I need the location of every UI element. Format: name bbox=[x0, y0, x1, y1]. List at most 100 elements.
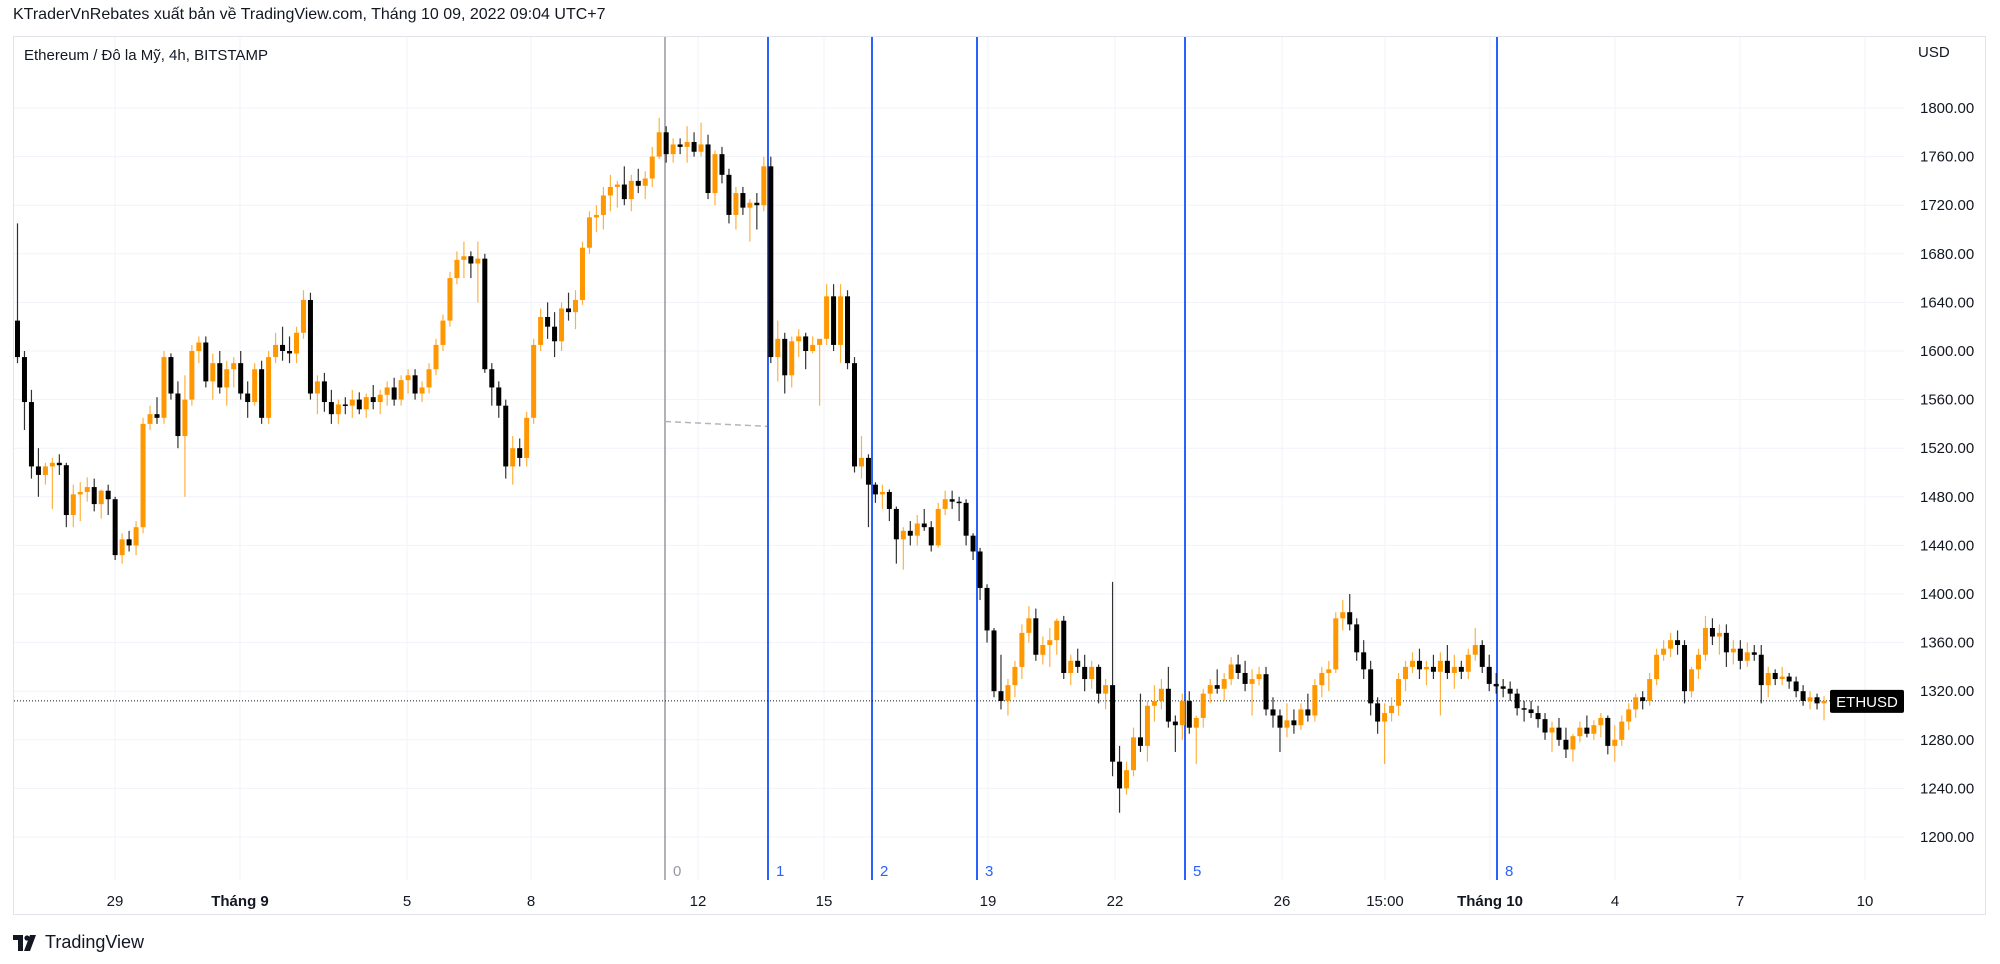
tradingview-logo-icon bbox=[13, 934, 36, 951]
candle-up bbox=[1221, 679, 1227, 689]
candle-down bbox=[726, 174, 732, 215]
candle-down bbox=[468, 256, 474, 264]
candle-up bbox=[1410, 660, 1415, 667]
candle-up bbox=[1689, 669, 1694, 692]
candle-up bbox=[656, 132, 662, 157]
candle-down bbox=[845, 296, 851, 364]
candle-up bbox=[1249, 679, 1255, 684]
candle-down bbox=[1235, 664, 1241, 673]
candle-up bbox=[935, 508, 941, 546]
time-tick-label: 29 bbox=[107, 893, 124, 910]
candle-down bbox=[552, 326, 558, 342]
candle-up bbox=[349, 399, 355, 406]
candle-down bbox=[872, 484, 878, 495]
candle-up bbox=[1040, 645, 1046, 655]
candle-down bbox=[1814, 697, 1820, 704]
candle-down bbox=[754, 202, 760, 206]
candle-down bbox=[1535, 713, 1541, 720]
candle-down bbox=[15, 320, 20, 358]
candle-up bbox=[824, 296, 830, 339]
candle-up bbox=[1047, 640, 1053, 646]
candle-up bbox=[252, 369, 258, 403]
price-tick-label: 1400.00 bbox=[1920, 586, 1974, 603]
candle-down bbox=[1375, 703, 1381, 722]
price-tick-label: 1320.00 bbox=[1920, 683, 1974, 700]
candle-up bbox=[670, 144, 676, 155]
candle-up bbox=[273, 344, 279, 358]
candle-down bbox=[1507, 688, 1513, 694]
candle-up bbox=[1333, 618, 1339, 670]
time-tick-label: 7 bbox=[1736, 893, 1744, 910]
candle-down bbox=[1368, 669, 1374, 704]
candle-up bbox=[649, 156, 655, 179]
candle-down bbox=[1214, 685, 1220, 689]
vertical-line-label: 0 bbox=[673, 863, 681, 880]
candle-up bbox=[1437, 660, 1443, 672]
time-tick-label: 8 bbox=[527, 893, 535, 910]
candle-up bbox=[1577, 727, 1583, 737]
candle-up bbox=[817, 338, 823, 345]
candle-up bbox=[49, 462, 55, 467]
candle-up bbox=[1396, 679, 1402, 706]
candle-up bbox=[377, 394, 383, 403]
candle-up bbox=[1158, 688, 1164, 701]
candle-up bbox=[586, 217, 592, 248]
candle-up bbox=[1591, 725, 1597, 734]
candle-up bbox=[733, 193, 739, 215]
candle-up bbox=[363, 397, 369, 410]
candle-down bbox=[1772, 672, 1778, 680]
candle-down bbox=[886, 491, 892, 509]
time-tick-label: Tháng 9 bbox=[211, 893, 269, 910]
candle-up bbox=[1716, 632, 1722, 637]
candle-down bbox=[370, 397, 376, 403]
candle-down bbox=[677, 144, 683, 147]
candle-up bbox=[559, 308, 565, 342]
candle-up bbox=[1200, 693, 1206, 718]
candle-up bbox=[161, 357, 167, 418]
candle-up bbox=[775, 338, 781, 358]
vertical-line-label: 1 bbox=[776, 863, 784, 880]
candle-up bbox=[196, 342, 202, 351]
candle-up bbox=[419, 387, 425, 394]
candle-up bbox=[231, 363, 237, 370]
candle-up bbox=[1193, 717, 1199, 728]
last-price-badge-label: ETHUSD bbox=[1836, 694, 1898, 711]
candle-up bbox=[698, 144, 704, 152]
tradingview-footer[interactable]: TradingView bbox=[13, 932, 144, 953]
candle-up bbox=[1298, 709, 1304, 726]
candle-down bbox=[1354, 624, 1360, 653]
price-tick-label: 1200.00 bbox=[1920, 829, 1974, 846]
price-tick-label: 1640.00 bbox=[1920, 294, 1974, 311]
price-tick-label: 1360.00 bbox=[1920, 635, 1974, 652]
candle-up bbox=[600, 195, 606, 215]
candle-down bbox=[1521, 708, 1527, 710]
candle-up bbox=[607, 186, 613, 196]
candle-down bbox=[489, 369, 495, 388]
candle-down bbox=[907, 530, 913, 536]
candle-up bbox=[789, 341, 795, 376]
candle-down bbox=[921, 523, 927, 528]
candle-up bbox=[1144, 705, 1150, 746]
candle-up bbox=[475, 258, 481, 264]
candle-down bbox=[91, 487, 97, 505]
candle-down bbox=[1751, 652, 1757, 655]
candle-down bbox=[1186, 700, 1192, 728]
candle-down bbox=[280, 344, 286, 351]
candle-down bbox=[1737, 648, 1743, 661]
candle-down bbox=[998, 691, 1004, 701]
time-tick-label: 15 bbox=[816, 893, 833, 910]
price-tick-label: 1520.00 bbox=[1920, 440, 1974, 457]
candle-up bbox=[1612, 739, 1618, 746]
candle-up bbox=[1451, 666, 1457, 673]
candle-down bbox=[1563, 739, 1569, 750]
candle-down bbox=[1758, 654, 1764, 686]
candle-up bbox=[119, 539, 125, 556]
last-price-badge bbox=[1830, 689, 1904, 713]
candle-up bbox=[1151, 700, 1157, 706]
candle-up bbox=[1633, 697, 1639, 710]
candle-up bbox=[1647, 679, 1653, 701]
candle-up bbox=[1807, 697, 1813, 701]
candle-up bbox=[1702, 628, 1708, 655]
candle-down bbox=[970, 535, 976, 552]
